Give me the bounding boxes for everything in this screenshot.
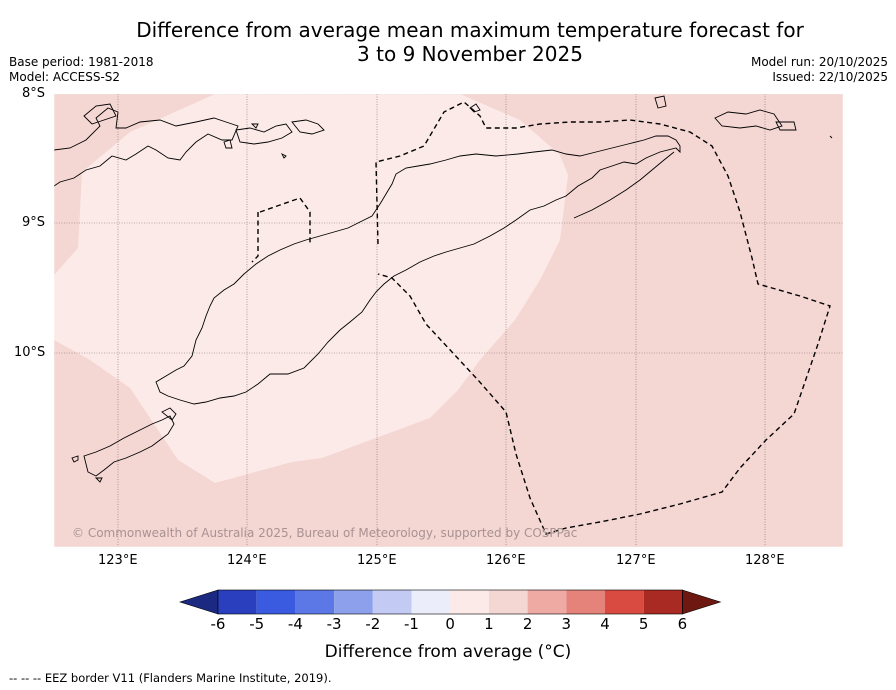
map-frame (53, 93, 844, 548)
lat-label-8s: 8°S (22, 86, 46, 101)
colorbar (179, 589, 722, 615)
colorbar-segment (566, 590, 605, 614)
eez-central (375, 101, 831, 535)
colorbar-segment (643, 590, 683, 614)
colorbar-tick-label: -3 (326, 615, 342, 633)
eez-borders (251, 101, 831, 535)
coast-islet-3 (280, 152, 287, 159)
issued-date: Issued: 22/10/2025 (772, 70, 888, 84)
coastlines (54, 95, 833, 483)
lat-label-9s: 9°S (22, 215, 46, 230)
coast-babar-2 (775, 121, 797, 131)
coast-flores (54, 107, 239, 187)
coast-islet-6 (94, 477, 103, 483)
colorbar-extend-high (682, 589, 722, 615)
lon-label-124e: 124°E (227, 553, 267, 568)
colorbar-segment (605, 590, 644, 614)
colorbar-tick-label: 0 (445, 615, 455, 633)
coast-pantar (291, 119, 325, 135)
lon-label-126e: 126°E (486, 553, 526, 568)
coast-islet-5 (829, 135, 833, 139)
colorbar-segment (218, 590, 257, 614)
coast-timor (155, 135, 681, 405)
model-name: Model: ACCESS-S2 (9, 70, 121, 84)
title-line-2: 3 to 9 November 2025 (357, 42, 583, 66)
colorbar-tick-label: 2 (522, 615, 533, 633)
lon-label-125e: 125°E (357, 553, 397, 568)
colorbar-tick-label: 4 (600, 615, 610, 633)
coast-alor (235, 123, 293, 145)
colorbar-segment (450, 590, 489, 614)
coast-babar (714, 109, 783, 131)
colorbar-segment (527, 590, 567, 614)
graticule (54, 94, 843, 547)
coast-islet-1 (83, 103, 117, 125)
lon-label-123e: 123°E (98, 553, 138, 568)
coast-wetar (469, 103, 481, 113)
footer-legend-eez: -- -- -- EEZ border V11 (Flanders Marine… (9, 671, 332, 685)
base-period: Base period: 1981-2018 (9, 55, 154, 69)
colorbar-label: Difference from average (°C) (324, 642, 572, 662)
colorbar-segment (411, 590, 451, 614)
meta-right: Model run: 20/10/2025 Issued: 22/10/2025 (751, 55, 888, 85)
model-run: Model run: 20/10/2025 (750, 55, 888, 69)
copyright-notice: © Commonwealth of Australia 2025, Bureau… (72, 526, 578, 540)
eez-north (259, 197, 311, 244)
colorbar-tick-label: 1 (484, 615, 494, 633)
colorbar-tick-label: -5 (249, 615, 265, 633)
lon-label-127e: 127°E (616, 553, 656, 568)
map-title: Difference from average mean maximum tem… (0, 18, 896, 66)
colorbar-segment (372, 590, 412, 614)
colorbar-outline (217, 589, 683, 615)
coast-semau (161, 407, 177, 421)
colorbar-tick-label: -1 (404, 615, 419, 633)
coast-islet-4 (250, 123, 259, 129)
colorbar-segment (488, 590, 528, 614)
colorbar-tick-label: -4 (287, 615, 303, 633)
colorbar-segment (256, 590, 296, 614)
lat-label-10s: 10°S (14, 345, 46, 360)
coast-rote (71, 455, 79, 463)
coast-wetar-2 (654, 95, 667, 109)
colorbar-tick-label: 6 (677, 615, 688, 633)
title-line-1: Difference from average mean maximum tem… (136, 18, 804, 42)
coast-timor-inner (573, 151, 675, 219)
colorbar-tick-label: 3 (561, 615, 572, 633)
anomaly-region-0-to-1 (54, 94, 568, 483)
colorbar-segment (295, 590, 335, 614)
lon-label-128e: 128°E (745, 553, 785, 568)
colorbar-extend-low (179, 589, 219, 615)
colorbar-tick-label: -2 (365, 615, 381, 633)
colorbar-segment (334, 590, 373, 614)
coast-rote-2 (83, 415, 175, 477)
colorbar-tick-label: 5 (638, 615, 649, 633)
colorbar-tick-label: -6 (210, 615, 226, 633)
meta-left: Base period: 1981-2018 Model: ACCESS-S2 (9, 55, 154, 85)
eez-west-stub (251, 212, 259, 263)
coast-islet-2 (223, 139, 233, 149)
